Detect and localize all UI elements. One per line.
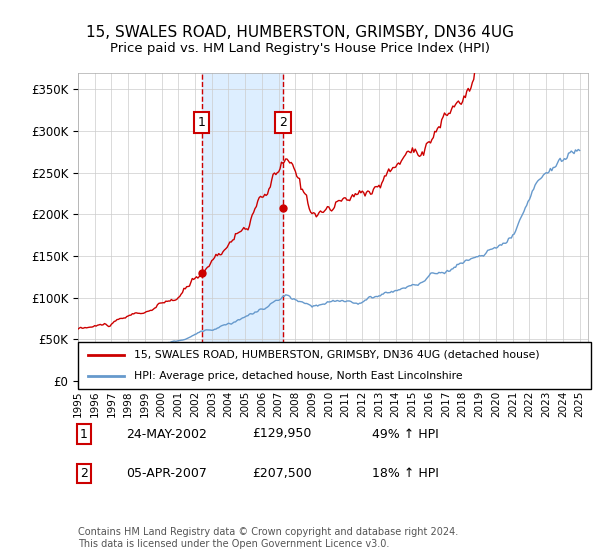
- Text: 18% ↑ HPI: 18% ↑ HPI: [372, 466, 439, 480]
- Text: £207,500: £207,500: [252, 466, 312, 480]
- Text: 49% ↑ HPI: 49% ↑ HPI: [372, 427, 439, 441]
- Text: 2: 2: [80, 466, 88, 480]
- FancyBboxPatch shape: [78, 342, 591, 389]
- Text: 24-MAY-2002: 24-MAY-2002: [126, 427, 207, 441]
- Bar: [202, 73, 283, 381]
- Text: 05-APR-2007: 05-APR-2007: [126, 466, 207, 480]
- Text: HPI: Average price, detached house, North East Lincolnshire: HPI: Average price, detached house, Nort…: [134, 371, 463, 381]
- Text: 15, SWALES ROAD, HUMBERSTON, GRIMSBY, DN36 4UG: 15, SWALES ROAD, HUMBERSTON, GRIMSBY, DN…: [86, 25, 514, 40]
- Text: 1: 1: [197, 116, 206, 129]
- Text: 2: 2: [279, 116, 287, 129]
- Text: Price paid vs. HM Land Registry's House Price Index (HPI): Price paid vs. HM Land Registry's House …: [110, 42, 490, 55]
- Text: £129,950: £129,950: [252, 427, 311, 441]
- Text: 15, SWALES ROAD, HUMBERSTON, GRIMSBY, DN36 4UG (detached house): 15, SWALES ROAD, HUMBERSTON, GRIMSBY, DN…: [134, 350, 540, 360]
- Text: Contains HM Land Registry data © Crown copyright and database right 2024.
This d: Contains HM Land Registry data © Crown c…: [78, 527, 458, 549]
- Text: 1: 1: [80, 427, 88, 441]
